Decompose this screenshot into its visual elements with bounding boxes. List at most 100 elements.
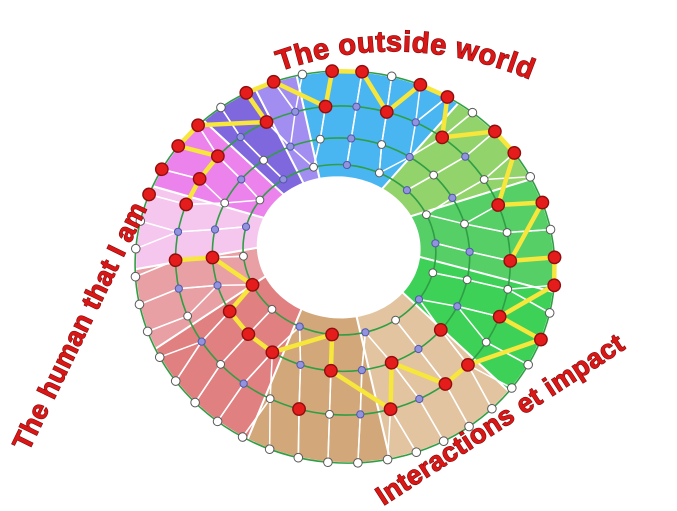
node-white[interactable]: [323, 457, 333, 468]
node-red[interactable]: [413, 77, 428, 92]
node-red[interactable]: [245, 277, 260, 292]
node-white[interactable]: [259, 155, 268, 165]
node-purple[interactable]: [405, 152, 414, 162]
node-red[interactable]: [384, 355, 399, 370]
node-red[interactable]: [487, 124, 502, 139]
node-red[interactable]: [168, 253, 183, 268]
node-red[interactable]: [241, 327, 256, 342]
node-white[interactable]: [428, 268, 438, 278]
node-purple[interactable]: [236, 132, 245, 142]
node-white[interactable]: [255, 195, 265, 205]
node-white[interactable]: [267, 304, 277, 314]
node-purple[interactable]: [237, 175, 246, 184]
node-white[interactable]: [464, 421, 474, 432]
node-white[interactable]: [220, 198, 230, 208]
node-red[interactable]: [547, 278, 562, 293]
node-white[interactable]: [386, 71, 397, 82]
node-white[interactable]: [130, 243, 141, 254]
node-purple[interactable]: [342, 160, 351, 170]
node-red[interactable]: [142, 187, 156, 202]
node-white[interactable]: [479, 175, 489, 184]
node-red[interactable]: [433, 322, 448, 337]
node-white[interactable]: [170, 376, 181, 386]
node-red[interactable]: [318, 99, 333, 114]
node-red[interactable]: [265, 345, 280, 360]
node-white[interactable]: [429, 170, 439, 180]
node-white[interactable]: [467, 107, 478, 118]
node-red[interactable]: [492, 309, 507, 324]
node-white[interactable]: [183, 311, 193, 321]
node-white[interactable]: [190, 397, 200, 408]
node-red[interactable]: [355, 64, 369, 79]
node-purple[interactable]: [296, 360, 305, 369]
node-purple[interactable]: [356, 410, 365, 419]
node-white[interactable]: [438, 436, 449, 446]
node-purple[interactable]: [213, 281, 222, 290]
node-white[interactable]: [265, 394, 275, 404]
node-purple[interactable]: [431, 239, 440, 248]
node-purple[interactable]: [241, 222, 251, 231]
node-purple[interactable]: [173, 227, 183, 236]
node-white[interactable]: [481, 337, 491, 347]
node-white[interactable]: [382, 454, 393, 465]
node-white[interactable]: [545, 224, 556, 235]
node-white[interactable]: [142, 326, 153, 337]
node-purple[interactable]: [286, 142, 295, 151]
node-purple[interactable]: [279, 175, 288, 184]
node-red[interactable]: [438, 377, 453, 391]
node-red[interactable]: [259, 115, 274, 129]
node-purple[interactable]: [239, 379, 248, 388]
node-red[interactable]: [205, 250, 220, 265]
node-white[interactable]: [525, 172, 536, 182]
node-purple[interactable]: [465, 247, 474, 256]
node-white[interactable]: [377, 140, 387, 149]
node-red[interactable]: [534, 332, 548, 347]
node-red[interactable]: [503, 253, 518, 268]
node-red[interactable]: [171, 139, 186, 153]
node-red[interactable]: [435, 130, 450, 145]
node-white[interactable]: [293, 452, 304, 463]
node-purple[interactable]: [174, 284, 183, 293]
node-purple[interactable]: [415, 394, 424, 404]
node-red[interactable]: [491, 198, 506, 212]
node-white[interactable]: [353, 458, 363, 468]
node-purple[interactable]: [402, 186, 412, 195]
node-purple[interactable]: [361, 328, 370, 337]
node-white[interactable]: [523, 359, 533, 370]
node-white[interactable]: [374, 168, 384, 178]
node-purple[interactable]: [461, 152, 470, 161]
node-red[interactable]: [383, 402, 398, 417]
node-white[interactable]: [135, 216, 146, 226]
node-purple[interactable]: [295, 322, 304, 331]
node-white[interactable]: [325, 409, 334, 419]
node-red[interactable]: [292, 402, 306, 416]
node-purple[interactable]: [352, 102, 361, 111]
node-red[interactable]: [440, 90, 455, 104]
node-white[interactable]: [216, 102, 226, 113]
node-red[interactable]: [461, 357, 475, 372]
node-red[interactable]: [325, 327, 339, 342]
node-white[interactable]: [216, 359, 226, 369]
node-purple[interactable]: [210, 225, 220, 234]
node-red[interactable]: [191, 118, 205, 133]
node-red[interactable]: [239, 85, 254, 100]
node-purple[interactable]: [414, 295, 424, 304]
node-purple[interactable]: [347, 134, 356, 143]
node-white[interactable]: [237, 432, 248, 442]
node-red[interactable]: [222, 304, 237, 319]
node-white[interactable]: [503, 284, 513, 294]
node-white[interactable]: [391, 315, 400, 325]
node-white[interactable]: [130, 271, 141, 282]
node-red[interactable]: [325, 64, 340, 79]
node-white[interactable]: [411, 447, 422, 458]
node-red[interactable]: [535, 195, 550, 210]
node-white[interactable]: [421, 210, 431, 219]
node-red[interactable]: [379, 105, 394, 119]
node-purple[interactable]: [197, 337, 206, 346]
node-purple[interactable]: [414, 344, 423, 354]
node-white[interactable]: [487, 403, 497, 414]
node-red[interactable]: [507, 146, 522, 160]
node-white[interactable]: [264, 444, 275, 455]
node-red[interactable]: [192, 171, 207, 186]
node-white[interactable]: [460, 219, 469, 229]
